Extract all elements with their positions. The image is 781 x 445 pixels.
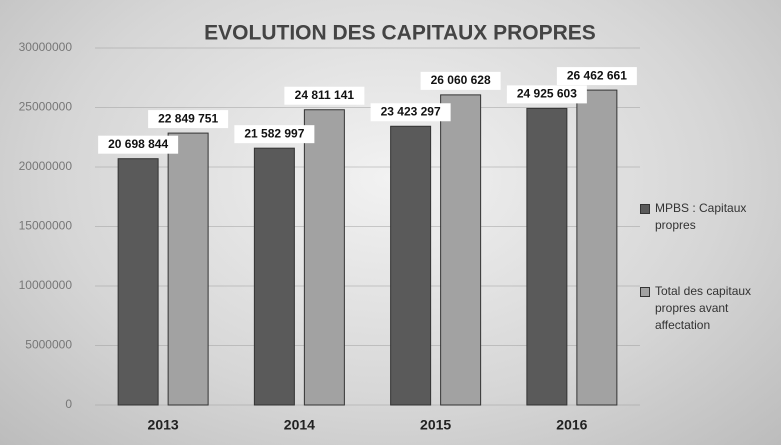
legend-item: Total des capitaux propres avant affecta… [640,283,770,334]
data-label: 26 462 661 [567,68,627,82]
chart-title: EVOLUTION DES CAPITAUX PROPRES [204,22,596,45]
y-tick-label: 0 [65,397,72,411]
data-label-box [98,135,179,154]
legend-label: Total des capitaux propres avant affecta… [655,284,752,332]
data-label-box [234,125,315,144]
x-tick-label: 2016 [556,417,587,433]
data-label: 21 582 997 [244,126,304,140]
x-tick-label: 2015 [420,417,451,433]
bar [253,147,295,406]
x-tick-label: 2013 [148,417,179,433]
data-label-box [506,85,587,104]
y-tick-label: 10000000 [19,278,73,292]
y-tick-label: 25000000 [19,100,73,114]
legend-item: MPBS : Capitaux propres [640,200,770,234]
bar [117,158,159,406]
data-label-box [370,103,451,122]
bar [390,125,432,406]
data-label: 24 811 141 [295,88,355,102]
data-label-box [148,110,229,129]
y-tick-label: 15000000 [19,219,73,233]
data-label: 22 849 751 [158,111,218,125]
legend-swatch [640,204,650,214]
data-label: 20 698 844 [108,137,168,151]
legend-swatch [640,287,650,297]
data-label-box [284,86,365,105]
y-tick-label: 20000000 [19,159,73,173]
data-label-box [556,67,637,86]
data-label-box [420,71,501,90]
bar [440,94,482,406]
bar [167,132,209,406]
x-tick-label: 2014 [284,417,315,433]
data-label: 23 423 297 [381,104,441,118]
bar [303,109,345,406]
legend-label: MPBS : Capitaux propres [655,201,747,232]
y-tick-label: 5000000 [25,338,72,352]
bar [576,89,618,406]
data-label: 26 060 628 [431,73,491,87]
data-label: 24 925 603 [517,87,577,101]
bar [526,107,568,406]
y-tick-label: 30000000 [19,40,73,54]
